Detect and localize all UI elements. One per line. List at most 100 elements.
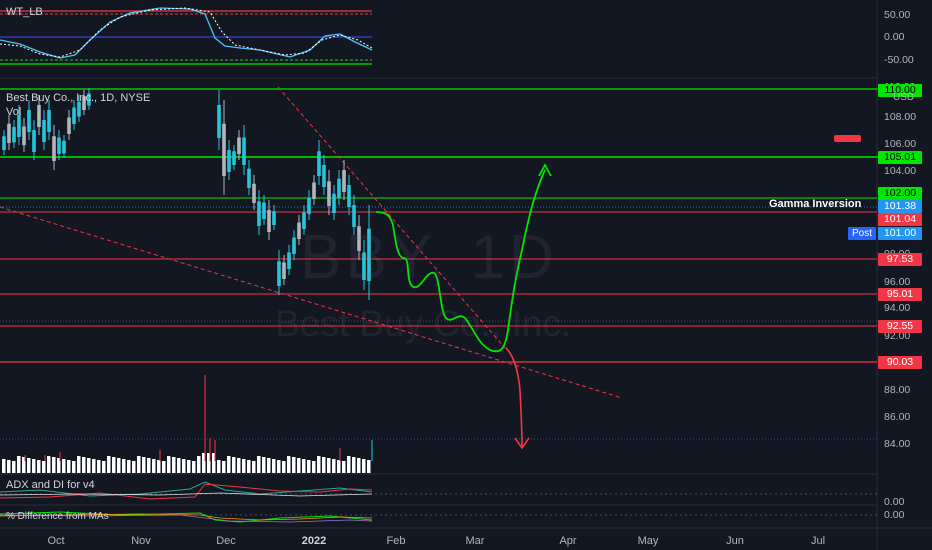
volume-bar (162, 461, 166, 473)
candle-body (322, 165, 326, 187)
price-tick: 104.00 (884, 165, 917, 177)
candle-body (362, 252, 366, 280)
currency-label[interactable]: USD (893, 92, 915, 103)
post-price-badge: 101.00 (878, 227, 922, 240)
candle-body (247, 168, 251, 188)
candle-body (57, 137, 61, 154)
wt-oscillator-pane (0, 7, 373, 65)
candle-body (367, 228, 371, 281)
candle-body (227, 150, 231, 172)
symbol-title[interactable]: Best Buy Co., Inc., 1D, NYSE (6, 92, 151, 104)
candle-body (292, 237, 296, 254)
candle-body (17, 115, 21, 137)
volume-bar (112, 457, 116, 473)
watermark-name: Best Buy Co., Inc. (275, 303, 572, 344)
last-price-badge: 101.38 (878, 200, 922, 213)
wt-indicator-label[interactable]: WT_LB (6, 6, 43, 18)
volume-bar (332, 459, 336, 473)
price-tick: 108.00 (884, 111, 917, 123)
candle-body (12, 127, 16, 143)
volume-bar (42, 461, 46, 473)
volume-bar (12, 461, 16, 473)
pct-diff-indicator-label[interactable]: % Difference from MAs (6, 511, 109, 522)
volume-bar (367, 460, 371, 473)
volume-bar (117, 458, 121, 473)
volume-bar (292, 457, 296, 473)
wt-tick-neg50: -50.00 (884, 54, 914, 66)
volume-bar (322, 457, 326, 473)
volume-bar (62, 459, 66, 473)
candle-body (67, 117, 71, 134)
volume-bar (297, 458, 301, 473)
time-tick: Jul (810, 535, 826, 547)
volume-bar (327, 458, 331, 473)
volume-bar (127, 460, 131, 473)
volume-bar (262, 457, 266, 473)
volume-bar (177, 458, 181, 473)
volume-bar (142, 457, 146, 473)
volume-bar (232, 457, 236, 473)
time-tick: Mar (465, 535, 485, 547)
candle-body (27, 110, 31, 132)
volume-bar (82, 457, 86, 473)
volume-bar (252, 461, 256, 473)
adx-tick: 0.00 (884, 496, 905, 508)
candle-body (312, 182, 316, 199)
volume-bar (67, 460, 71, 473)
price-levels (0, 88, 877, 440)
volume-bar (222, 461, 226, 473)
volume-bar (147, 458, 151, 473)
volume-bar (277, 460, 281, 473)
candle-body (42, 120, 46, 142)
volume-bar (192, 461, 196, 473)
volume-bar (197, 456, 201, 473)
candle-body (37, 105, 41, 127)
volume-bar (242, 459, 246, 473)
volume-bar (347, 456, 351, 473)
candle-body (277, 261, 281, 286)
volume-label[interactable]: Vol (6, 106, 22, 118)
candle-body (7, 123, 11, 143)
volume-bar (72, 461, 76, 473)
candle-body (242, 137, 246, 165)
volume-bar (357, 458, 361, 473)
watermark-symbol: BBY, 1D (300, 223, 558, 292)
volume-bar (97, 460, 101, 473)
time-tick: Jun (726, 535, 744, 547)
candle-body (282, 262, 286, 279)
wt-tick-50: 50.00 (884, 9, 911, 21)
volume-bar (7, 460, 11, 473)
volume-bar (217, 460, 221, 473)
volume-bar (182, 459, 186, 473)
candle-body (257, 201, 261, 226)
price-tick: 84.00 (884, 438, 911, 450)
candle-body (252, 183, 256, 203)
volume-bar (237, 458, 241, 473)
volume-bar (22, 457, 26, 473)
candle-body (82, 96, 86, 110)
level-badge-9501: 95.01 (878, 288, 922, 301)
volume-bar (282, 461, 286, 473)
adx-pane (0, 481, 877, 500)
volume-bar (157, 460, 161, 473)
volume-bar (172, 457, 176, 473)
volume-bar (107, 456, 111, 473)
volume-bar (167, 456, 171, 473)
volume-bar (87, 458, 91, 473)
volume-bar (102, 461, 106, 473)
volume-bar (137, 456, 141, 473)
gamma-inversion-label: Gamma Inversion (769, 198, 862, 210)
price-tick: 88.00 (884, 384, 911, 396)
volume-bar (57, 458, 61, 473)
candle-body (317, 151, 321, 176)
adx-indicator-label[interactable]: ADX and DI for v4 (6, 479, 95, 491)
candle-body (332, 193, 336, 213)
candlesticks (2, 88, 371, 300)
candle-body (302, 212, 306, 229)
level-badge-10104: 101.04 (878, 213, 922, 226)
time-tick: Apr (559, 535, 577, 547)
price-tick: 86.00 (884, 411, 911, 423)
candle-body (337, 178, 341, 198)
projection-paths (375, 163, 552, 450)
